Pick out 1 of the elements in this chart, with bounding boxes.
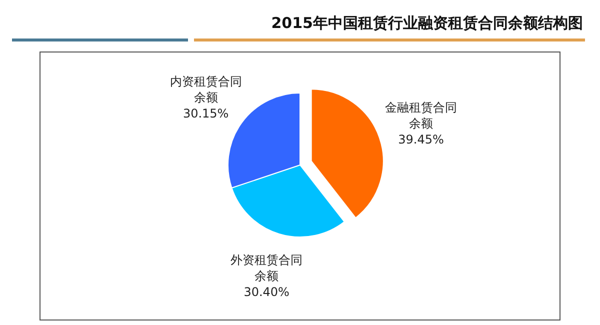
chart-title: 2015年中国租赁行业融资租赁合同余额结构图 xyxy=(271,14,583,32)
